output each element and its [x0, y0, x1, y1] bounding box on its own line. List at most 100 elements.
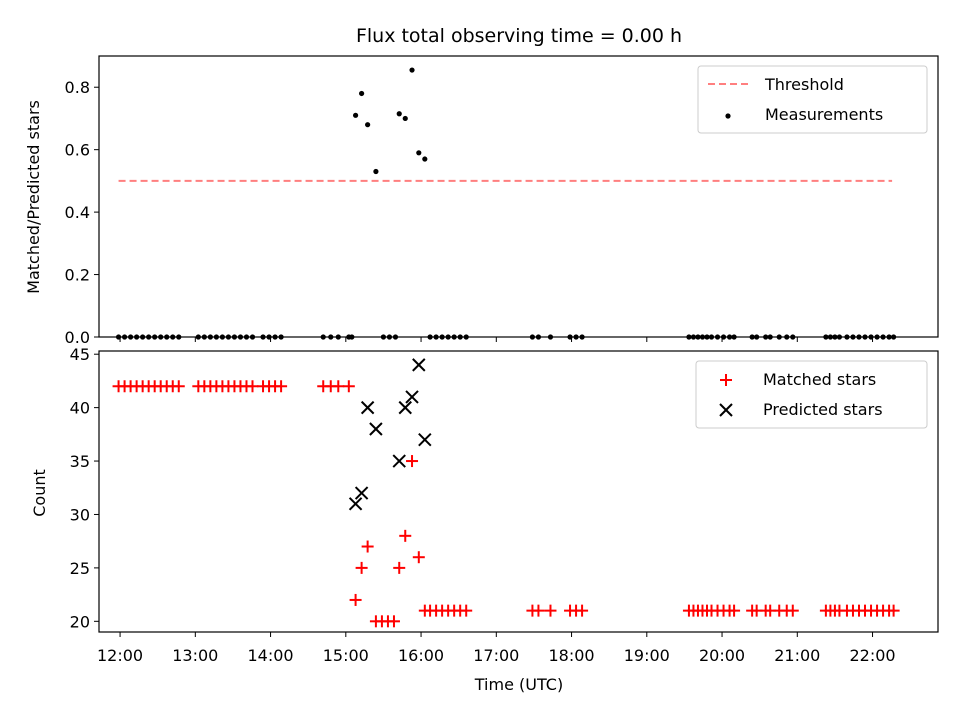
legend-matched-label: Matched stars — [763, 370, 876, 389]
measurement-point — [573, 334, 579, 340]
measurement-point — [463, 334, 469, 340]
measurement-point — [874, 334, 880, 340]
top-y-tick-label: 0.2 — [65, 266, 90, 285]
matched-stars-series — [112, 380, 900, 628]
measurement-point — [767, 334, 773, 340]
measurement-point — [720, 334, 727, 340]
measurement-point — [219, 334, 226, 340]
matched-star-marker — [544, 604, 557, 617]
measurement-point — [690, 334, 697, 340]
measurement-point — [140, 334, 146, 340]
matched-star-marker — [406, 455, 419, 468]
bottom-x-tick-label: 13:00 — [172, 646, 218, 665]
measurement-point — [535, 334, 542, 340]
matched-star-marker — [532, 604, 545, 617]
top-y-tick-label: 0.0 — [65, 328, 90, 347]
measurement-point — [704, 334, 710, 340]
matched-star-marker — [246, 380, 259, 393]
measurement-point — [146, 334, 152, 340]
predicted-star-marker — [348, 497, 363, 511]
measurement-point — [237, 334, 244, 340]
measurement-point — [380, 334, 387, 340]
measurement-point — [823, 334, 829, 340]
predicted-stars-series — [348, 358, 432, 511]
top-legend: Threshold Measurements — [697, 65, 928, 134]
predicted-star-marker — [369, 422, 383, 436]
measurement-point — [891, 334, 897, 340]
measurement-point — [886, 334, 892, 340]
measurement-point — [567, 334, 573, 340]
bottom-y-ticks: 20 25 30 35 40 45 — [70, 345, 99, 631]
measurement-point — [439, 334, 445, 340]
measurement-point — [195, 334, 201, 340]
measurement-point — [260, 334, 266, 340]
measurement-point — [409, 67, 415, 73]
measurement-point — [427, 334, 433, 340]
top-y-tick-label: 0.4 — [65, 203, 90, 222]
matched-star-marker — [172, 380, 185, 393]
measurement-point — [433, 334, 439, 340]
measurement-point — [868, 334, 874, 340]
measurement-point — [695, 334, 701, 340]
measurement-point — [579, 334, 585, 340]
bottom-x-ticks: 12:00 13:00 14:00 15:00 16:00 17:00 18:00 19:00… — [97, 632, 896, 665]
measurement-point — [827, 334, 833, 340]
matched-star-marker — [460, 604, 473, 617]
bottom-y-tick-label: 40 — [70, 399, 90, 418]
matched-star-marker — [412, 551, 425, 564]
bottom-y-tick-label: 30 — [70, 505, 90, 524]
measurement-point — [352, 112, 359, 118]
measurement-point — [763, 334, 769, 340]
measurement-point — [365, 122, 371, 128]
matched-star-marker — [275, 380, 288, 393]
top-chart-title: Flux total observing time = 0.00 h — [356, 25, 682, 47]
measurement-point — [231, 334, 238, 340]
measurement-point — [386, 334, 393, 340]
predicted-star-marker — [405, 390, 419, 404]
matched-star-marker — [349, 593, 362, 606]
measurement-point — [457, 334, 463, 340]
measurement-point — [714, 334, 721, 340]
measurement-point — [416, 150, 422, 156]
measurement-point — [328, 334, 334, 340]
bottom-panel: 20 25 30 35 40 45 12:00 13:00 14:00 15:00 16:00 17… — [30, 345, 939, 694]
measurement-point — [272, 334, 278, 340]
measurement-point — [726, 334, 733, 340]
measurement-point — [844, 334, 850, 340]
matched-star-marker — [387, 615, 400, 628]
bottom-legend: Matched stars Predicted stars — [695, 360, 928, 429]
matched-star-marker — [342, 380, 355, 393]
measurement-point — [201, 334, 207, 340]
measurement-point — [128, 334, 134, 340]
measurement-point — [225, 334, 232, 340]
measurement-point — [422, 156, 428, 162]
measurement-point — [790, 334, 796, 340]
matched-star-marker — [361, 540, 374, 553]
matched-star-marker — [355, 561, 368, 574]
legend-measurements-swatch — [725, 113, 731, 119]
measurement-point — [862, 334, 868, 340]
bottom-y-tick-label: 35 — [70, 452, 90, 471]
measurement-point — [529, 334, 536, 340]
bottom-y-tick-label: 45 — [70, 345, 90, 364]
measurement-point — [170, 334, 176, 340]
measurement-point — [396, 111, 402, 117]
top-y-tick-label: 0.6 — [65, 141, 90, 160]
measurement-point — [249, 334, 256, 340]
bottom-plot-frame — [98, 350, 939, 633]
matched-star-marker — [728, 604, 741, 617]
matched-star-marker — [887, 604, 900, 617]
predicted-star-marker — [392, 454, 406, 468]
measurement-point — [699, 334, 706, 340]
measurement-point — [731, 334, 737, 340]
measurement-point — [266, 334, 272, 340]
bottom-x-tick-label: 22:00 — [849, 646, 895, 665]
measurement-point — [207, 334, 213, 340]
legend-matched-swatch — [720, 374, 732, 386]
measurement-point — [121, 334, 128, 340]
measurement-point — [373, 168, 379, 175]
predicted-star-marker — [354, 486, 369, 500]
measurement-point — [320, 334, 326, 340]
bottom-x-tick-label: 17:00 — [473, 646, 519, 665]
